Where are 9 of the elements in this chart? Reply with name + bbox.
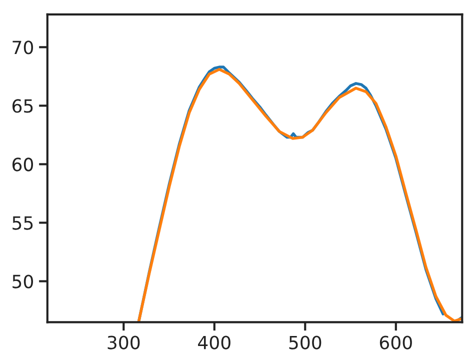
x-tick-label: 600 bbox=[380, 336, 412, 350]
y-tick-label: 50 bbox=[12, 274, 34, 288]
y-tick-label: 70 bbox=[12, 40, 34, 54]
x-tick-label: 400 bbox=[198, 336, 230, 350]
y-tick-label: 65 bbox=[12, 99, 33, 113]
y-tick-label: 55 bbox=[12, 216, 33, 230]
y-tick-label: 60 bbox=[12, 158, 34, 172]
x-tick-label: 300 bbox=[108, 336, 140, 350]
x-tick-label: 500 bbox=[289, 336, 322, 350]
